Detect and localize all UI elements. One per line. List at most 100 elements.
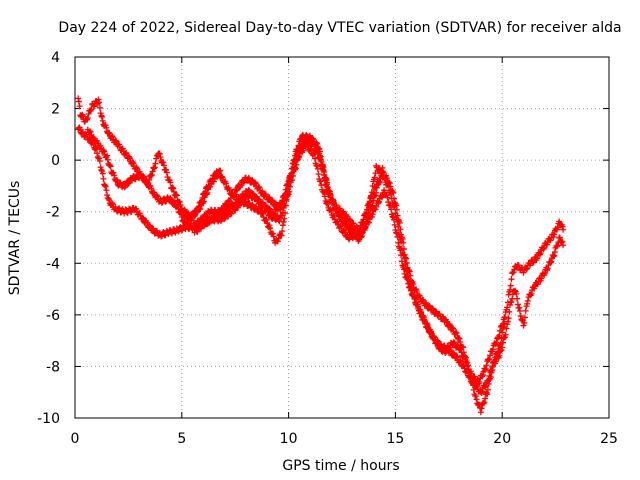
data-point bbox=[373, 184, 380, 191]
data-point bbox=[544, 265, 551, 272]
data-point bbox=[551, 231, 558, 238]
data-marks bbox=[75, 95, 567, 416]
data-point bbox=[121, 184, 128, 191]
data-point bbox=[227, 198, 234, 205]
data-point bbox=[493, 339, 500, 346]
data-point bbox=[96, 99, 103, 106]
data-point bbox=[482, 395, 489, 402]
data-point bbox=[320, 167, 327, 174]
data-point bbox=[388, 206, 395, 213]
data-point bbox=[317, 156, 324, 163]
data-point bbox=[483, 362, 490, 369]
data-point bbox=[395, 230, 402, 237]
data-point bbox=[499, 339, 506, 346]
data-point bbox=[376, 175, 383, 182]
data-point bbox=[524, 297, 531, 304]
data-point bbox=[175, 228, 182, 235]
data-point bbox=[112, 137, 119, 144]
y-tick-label: -10 bbox=[37, 411, 60, 427]
data-point bbox=[366, 213, 373, 220]
y-tick-label: 4 bbox=[51, 50, 60, 66]
data-point bbox=[237, 196, 244, 203]
data-point bbox=[103, 187, 110, 194]
data-point bbox=[278, 201, 285, 208]
data-point bbox=[99, 117, 106, 124]
data-point bbox=[96, 158, 103, 165]
data-point bbox=[266, 205, 273, 212]
data-point bbox=[113, 138, 120, 145]
data-point bbox=[544, 267, 551, 274]
data-point bbox=[550, 253, 557, 260]
data-point bbox=[385, 199, 392, 206]
data-point bbox=[503, 325, 510, 332]
data-point bbox=[371, 174, 378, 181]
data-point bbox=[126, 155, 133, 162]
data-point bbox=[538, 275, 545, 282]
data-point bbox=[554, 242, 561, 249]
data-point bbox=[343, 220, 350, 227]
data-point bbox=[340, 208, 347, 215]
data-point bbox=[173, 191, 180, 198]
y-axis-label: SDTVAR / TECUs bbox=[7, 181, 23, 296]
data-point bbox=[97, 164, 104, 171]
data-point bbox=[109, 134, 116, 141]
data-point bbox=[465, 362, 472, 369]
series-track-c bbox=[84, 126, 567, 396]
data-point bbox=[218, 173, 225, 180]
data-point bbox=[100, 175, 107, 182]
data-point bbox=[489, 366, 496, 373]
data-point bbox=[385, 182, 392, 189]
data-point bbox=[286, 188, 293, 195]
data-point bbox=[358, 230, 365, 237]
data-point bbox=[506, 308, 513, 315]
data-point bbox=[153, 192, 160, 199]
data-point bbox=[521, 319, 528, 326]
data-point bbox=[98, 166, 105, 173]
data-point bbox=[484, 378, 491, 385]
plot-frame bbox=[74, 56, 610, 419]
data-point bbox=[425, 325, 432, 332]
data-point bbox=[285, 178, 292, 185]
data-point bbox=[221, 215, 228, 222]
data-point bbox=[106, 196, 113, 203]
data-point bbox=[453, 353, 460, 360]
data-point bbox=[508, 298, 515, 305]
data-point bbox=[321, 193, 328, 200]
data-point bbox=[139, 214, 146, 221]
data-point bbox=[151, 164, 158, 171]
data-point bbox=[219, 174, 226, 181]
data-point bbox=[95, 96, 102, 103]
data-point bbox=[350, 220, 357, 227]
data-point bbox=[225, 213, 232, 220]
data-point bbox=[484, 386, 491, 393]
data-point bbox=[101, 148, 108, 155]
data-point bbox=[274, 238, 281, 245]
data-point bbox=[279, 228, 286, 235]
data-point bbox=[99, 113, 106, 120]
data-point bbox=[455, 342, 462, 349]
data-point bbox=[458, 349, 465, 356]
data-point bbox=[269, 230, 276, 237]
data-point bbox=[275, 205, 282, 212]
data-point bbox=[434, 337, 441, 344]
data-point bbox=[237, 196, 244, 203]
data-point bbox=[136, 210, 143, 217]
data-point bbox=[482, 367, 489, 374]
data-point bbox=[522, 307, 529, 314]
data-point bbox=[499, 344, 506, 351]
data-point bbox=[170, 198, 177, 205]
data-point bbox=[133, 164, 140, 171]
data-point bbox=[102, 183, 109, 190]
data-point bbox=[80, 113, 87, 120]
data-point bbox=[149, 168, 156, 175]
data-point bbox=[75, 95, 82, 102]
series-track-d bbox=[191, 141, 508, 387]
data-point bbox=[223, 202, 230, 209]
data-point bbox=[154, 193, 161, 200]
data-point bbox=[158, 199, 165, 206]
data-point bbox=[363, 220, 370, 227]
data-point bbox=[109, 201, 116, 208]
data-point bbox=[479, 373, 486, 380]
data-point bbox=[241, 193, 248, 200]
